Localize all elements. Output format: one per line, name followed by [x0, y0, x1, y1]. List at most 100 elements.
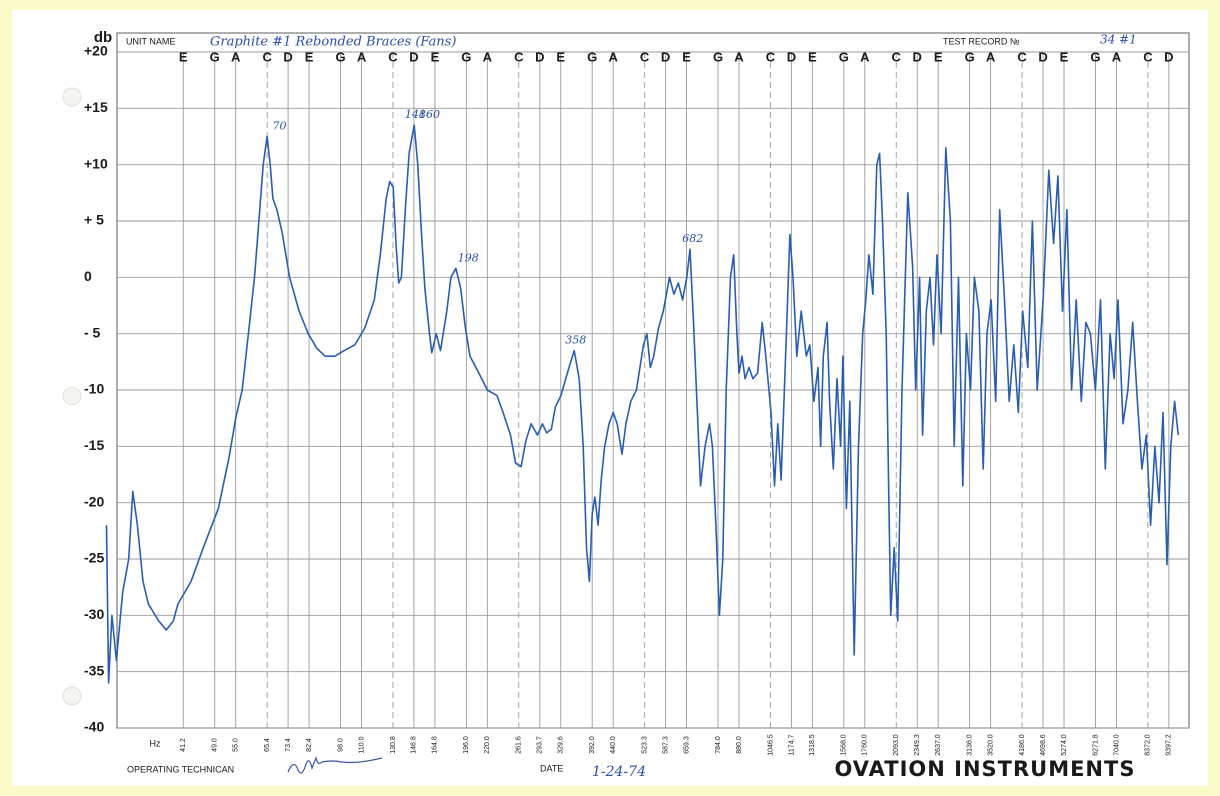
x-tick-label: 440.0 — [610, 736, 617, 754]
unit-name-label: UNIT NAME — [126, 36, 175, 46]
note-label: A — [860, 49, 870, 64]
y-tick-label: -15 — [84, 437, 104, 453]
note-label: D — [409, 49, 418, 64]
note-label: E — [556, 49, 565, 64]
x-tick-label: 164.8 — [432, 736, 439, 754]
note-label: A — [1112, 49, 1122, 64]
note-label: G — [965, 49, 975, 64]
note-label: C — [1143, 49, 1153, 64]
paper — [12, 10, 1208, 786]
y-tick-label: -20 — [84, 493, 104, 509]
x-tick-label: 5274.0 — [1061, 734, 1068, 756]
x-tick-label: 261.6 — [516, 736, 523, 754]
y-tick-label: -10 — [84, 381, 104, 397]
x-tick-label: 98.0 — [337, 738, 344, 752]
x-tick-label: 1318.5 — [809, 734, 816, 756]
peak-annotation: 198 — [458, 251, 479, 264]
x-tick-label: 293.7 — [537, 736, 544, 754]
x-tick-label: 82.4 — [306, 738, 313, 752]
note-label: C — [262, 49, 272, 64]
y-tick-label: -35 — [84, 662, 104, 678]
x-tick-label: 49.0 — [212, 738, 219, 752]
note-label: C — [1017, 49, 1027, 64]
punch-hole — [62, 386, 82, 406]
x-tick-label: 2349.3 — [914, 734, 921, 756]
x-tick-label: 41.2 — [180, 738, 187, 752]
note-label: E — [682, 49, 691, 64]
x-tick-label: 6271.8 — [1092, 734, 1099, 756]
note-label: E — [1060, 49, 1069, 64]
note-label: C — [388, 49, 398, 64]
x-tick-label: 392.0 — [589, 736, 596, 754]
x-tick-label: 3520.0 — [987, 734, 994, 756]
note-label: G — [587, 49, 597, 64]
date: 1-24-74 — [592, 764, 646, 780]
x-tick-label: 2637.0 — [935, 734, 942, 756]
x-tick-label: 73.4 — [285, 738, 292, 752]
x-tick-label: 4698.6 — [1040, 734, 1047, 756]
note-label: E — [431, 49, 440, 64]
test-record: 34 #1 — [1100, 33, 1137, 47]
note-label: D — [1164, 49, 1173, 64]
punch-hole — [62, 686, 82, 706]
peak-annotation: 148 — [405, 108, 426, 121]
x-tick-label: 523.3 — [641, 736, 648, 754]
x-tick-label: 55.0 — [233, 738, 240, 752]
note-label: E — [305, 49, 314, 64]
y-tick-label: +20 — [84, 43, 108, 59]
x-tick-label: 587.3 — [662, 736, 669, 754]
y-tick-label: + 5 — [84, 212, 104, 228]
x-axis-label: Hz — [150, 738, 161, 748]
note-label: G — [1090, 49, 1100, 64]
peak-annotation: 160 — [419, 108, 440, 121]
note-label: D — [535, 49, 544, 64]
note-label: G — [335, 49, 345, 64]
x-tick-label: 3136.0 — [966, 734, 973, 756]
peak-annotation: 70 — [272, 120, 286, 133]
note-label: G — [461, 49, 471, 64]
x-tick-label: 329.6 — [558, 736, 565, 754]
note-label: D — [661, 49, 670, 64]
note-label: A — [608, 49, 618, 64]
x-tick-label: 130.8 — [390, 736, 397, 754]
x-tick-label: 9397.2 — [1166, 734, 1173, 756]
note-label: A — [734, 49, 744, 64]
note-label: D — [1038, 49, 1047, 64]
x-tick-label: 659.3 — [683, 736, 690, 754]
x-tick-label: 146.8 — [411, 736, 418, 754]
x-tick-label: 1568.0 — [841, 734, 848, 756]
y-axis-label: db — [94, 29, 112, 46]
y-tick-label: - 5 — [84, 324, 101, 340]
x-tick-label: 1760.0 — [862, 734, 869, 756]
x-tick-label: 65.4 — [264, 738, 271, 752]
date-label: DATE — [540, 763, 563, 773]
y-tick-label: -30 — [84, 606, 104, 622]
x-tick-label: 196.0 — [463, 736, 470, 754]
note-label: G — [713, 49, 723, 64]
x-tick-label: 784.0 — [715, 736, 722, 754]
note-label: G — [839, 49, 849, 64]
x-tick-label: 110.0 — [358, 736, 365, 753]
test-record-label: TEST RECORD № — [943, 36, 1020, 46]
note-label: E — [179, 49, 188, 64]
peak-annotation: 682 — [682, 232, 703, 245]
note-label: G — [210, 49, 220, 64]
x-tick-label: 1046.5 — [767, 734, 774, 756]
y-tick-label: +15 — [84, 99, 108, 115]
note-label: D — [787, 49, 796, 64]
y-tick-label: +10 — [84, 155, 108, 171]
unit-name: Graphite #1 Rebonded Braces (Fans) — [210, 35, 456, 50]
note-label: D — [913, 49, 922, 64]
y-tick-label: 0 — [84, 268, 92, 284]
maker: OVATION INSTRUMENTS — [835, 757, 1136, 781]
response-curve — [105, 124, 1180, 684]
x-tick-label: 880.0 — [736, 736, 743, 754]
y-tick-label: -25 — [84, 550, 104, 566]
x-tick-label: 1174.7 — [788, 734, 795, 755]
x-tick-label: 7040.0 — [1113, 734, 1120, 756]
note-label: E — [934, 49, 943, 64]
operator-label: OPERATING TECHNICAN — [127, 764, 234, 774]
note-label: C — [514, 49, 524, 64]
